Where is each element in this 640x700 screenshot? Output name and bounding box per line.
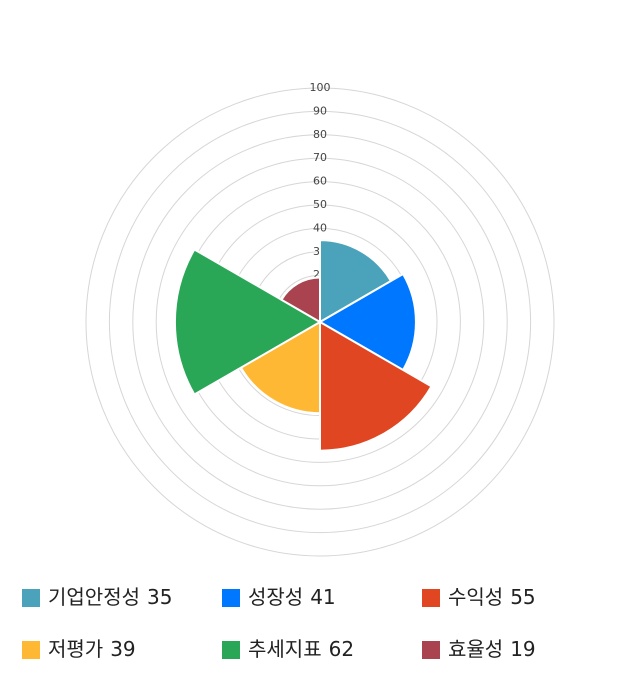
legend-name: 효율성 bbox=[448, 637, 503, 661]
legend-item: 추세지표 62 bbox=[222, 637, 354, 661]
r-tick-label: 80 bbox=[313, 128, 327, 141]
legend-label: 기업안정성 35 bbox=[48, 585, 172, 609]
legend-swatch bbox=[22, 641, 40, 659]
legend-name: 기업안정성 bbox=[48, 585, 140, 609]
legend-name: 수익성 bbox=[448, 585, 503, 609]
sector bbox=[319, 239, 393, 324]
sector bbox=[173, 248, 323, 396]
grid-ring bbox=[132, 134, 508, 510]
sectors bbox=[173, 239, 433, 452]
legend-swatch bbox=[222, 641, 240, 659]
legend-swatch bbox=[222, 589, 240, 607]
legend-value: 41 bbox=[310, 585, 335, 609]
r-tick-label: 50 bbox=[313, 198, 327, 211]
legend-value: 19 bbox=[510, 637, 535, 661]
sector bbox=[280, 276, 321, 324]
legend-label: 수익성 55 bbox=[448, 585, 536, 609]
r-tick-label: 60 bbox=[313, 175, 327, 188]
legend-swatch bbox=[422, 641, 440, 659]
r-tick-label: 40 bbox=[313, 221, 327, 234]
sector bbox=[318, 272, 417, 372]
legend-swatch bbox=[22, 589, 40, 607]
legend-value: 39 bbox=[110, 637, 135, 661]
legend-item: 기업안정성 35 bbox=[22, 585, 172, 609]
legend-swatch bbox=[422, 589, 440, 607]
legend-item: 성장성 41 bbox=[222, 585, 336, 609]
legend-name: 저평가 bbox=[48, 637, 103, 661]
legend-item: 효율성 19 bbox=[422, 637, 536, 661]
legend-label: 추세지표 62 bbox=[248, 637, 354, 661]
legend-name: 성장성 bbox=[248, 585, 303, 609]
legend-label: 저평가 39 bbox=[48, 637, 136, 661]
legend-value: 35 bbox=[147, 585, 172, 609]
r-tick-label: 70 bbox=[313, 151, 327, 164]
legend-item: 수익성 55 bbox=[422, 585, 536, 609]
sector bbox=[319, 320, 433, 452]
legend-name: 추세지표 bbox=[248, 637, 322, 661]
grid-ring bbox=[85, 87, 555, 557]
r-tick-label: 90 bbox=[313, 104, 327, 117]
legend-label: 효율성 19 bbox=[448, 637, 536, 661]
legend-value: 55 bbox=[510, 585, 535, 609]
grid-ring bbox=[108, 110, 532, 534]
legend-value: 62 bbox=[329, 637, 354, 661]
sector bbox=[239, 320, 321, 415]
r-tick-label: 100 bbox=[310, 81, 331, 94]
grid-ring bbox=[155, 157, 485, 487]
legend-label: 성장성 41 bbox=[248, 585, 336, 609]
legend-item: 저평가 39 bbox=[22, 637, 136, 661]
